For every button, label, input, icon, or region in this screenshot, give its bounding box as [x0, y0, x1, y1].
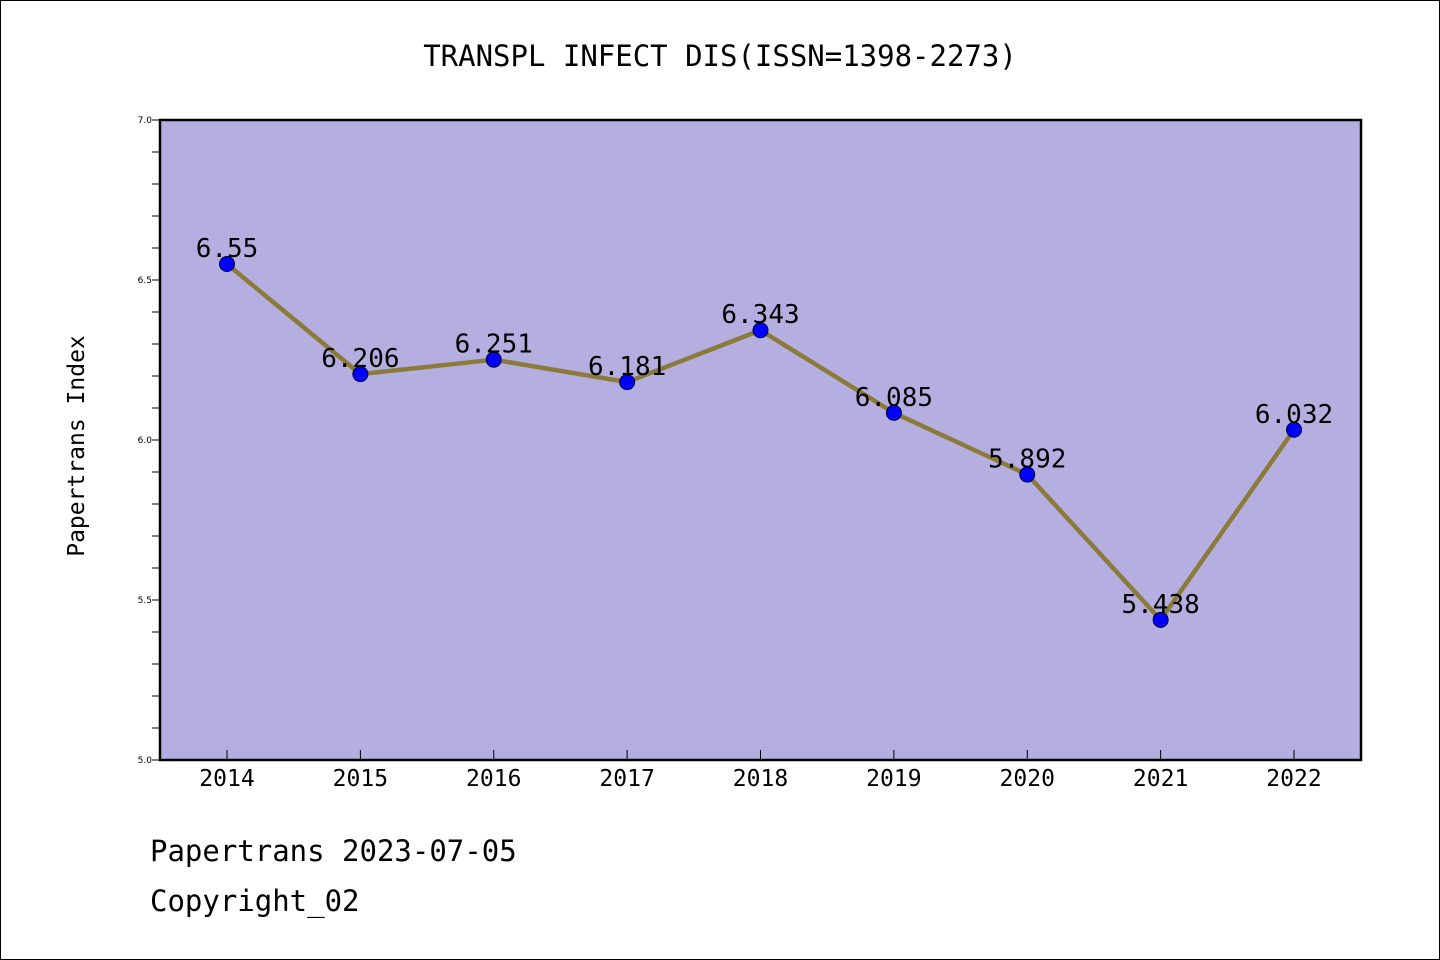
x-tick-label: 2022 [1266, 766, 1321, 792]
y-tick-label: 5.0 [138, 756, 153, 766]
data-point [885, 404, 902, 421]
x-tick-label: 2015 [333, 766, 388, 792]
footer-source-date: Papertrans 2023-07-05 [150, 834, 517, 868]
data-point [1152, 611, 1169, 628]
data-label: 5.892 [988, 445, 1066, 475]
data-label: 6.181 [588, 352, 666, 382]
y-axis-label: Papertrans Index [64, 335, 90, 557]
y-tick-label: 6.0 [138, 436, 153, 446]
data-point [752, 322, 769, 339]
x-tick-label: 2018 [733, 766, 788, 792]
y-tick-label: 7.0 [138, 116, 153, 126]
data-point [485, 351, 502, 368]
data-label: 6.251 [455, 330, 533, 360]
x-tick-label: 2014 [199, 766, 254, 792]
y-tick-label: 5.5 [138, 596, 152, 606]
data-point [1019, 466, 1036, 483]
data-label: 5.438 [1121, 590, 1199, 620]
data-label: 6.343 [721, 300, 799, 330]
data-point [1286, 421, 1302, 438]
data-point [219, 256, 235, 272]
plot-area [158, 118, 1363, 762]
chart-title: TRANSPL INFECT DIS(ISSN=1398-2273) [423, 39, 1017, 73]
footer-copyright: Copyright_02 [150, 884, 360, 918]
x-tick-label: 2019 [866, 766, 921, 792]
data-point [619, 374, 636, 391]
x-tick-label: 2016 [466, 766, 521, 792]
y-tick-label: 6.5 [138, 276, 152, 286]
data-label: 6.206 [321, 344, 399, 374]
data-label: 6.032 [1255, 400, 1333, 430]
x-tick-label: 2020 [1000, 766, 1055, 792]
data-label: 6.55 [196, 234, 259, 264]
y-axis: 5.0 5.5 6.0 6.5 7.0 [138, 116, 160, 766]
series-papertrans-index: 6.55 6.206 6.251 6.181 6.343 6.085 5.892 5.438 6… [196, 234, 1333, 628]
x-axis: 2014 2015 2016 2017 2018 2019 2020 2021 2022 [199, 750, 1322, 792]
data-label: 6.085 [855, 383, 933, 413]
x-tick-label: 2017 [599, 766, 654, 792]
data-point [352, 366, 369, 383]
x-tick-label: 2021 [1133, 766, 1188, 792]
